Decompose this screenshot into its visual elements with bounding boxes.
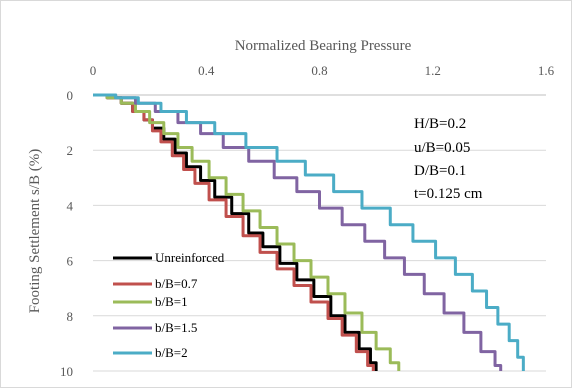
series-line-4 — [93, 93, 525, 371]
legend-label-unreinforced: Unreinforced — [155, 250, 225, 265]
legend-label-b-b-1-5: b/B=1.5 — [155, 320, 197, 335]
y-tick-label: 8 — [67, 309, 74, 324]
x-tick-label: 0 — [90, 63, 97, 78]
x-tick-label: 1.2 — [425, 63, 441, 78]
x-tick-label: 0.8 — [311, 63, 327, 78]
y-tick-label: 10 — [60, 364, 73, 379]
tick-layer: 0 0.4 0.8 1.2 1.6 0 2 4 6 8 10 — [60, 63, 555, 379]
y-tick-label: 2 — [67, 143, 74, 158]
legend-label-b-b-2: b/B=2 — [155, 345, 188, 360]
series-layer — [93, 93, 525, 371]
x-tick-label: 0.4 — [198, 63, 215, 78]
annotation-u-b: u/B=0.05 — [414, 140, 470, 156]
annotation-t: t=0.125 cm — [414, 186, 483, 202]
x-tick-label: 1.6 — [538, 63, 555, 78]
legend-label-b-b-0-7: b/B=0.7 — [155, 276, 198, 291]
y-axis-title: Footing Settlement s/B (%) — [27, 149, 43, 314]
legend-label-b-b-1: b/B=1 — [155, 294, 188, 309]
annotation-block: H/B=0.2 u/B=0.05 D/B=0.1 t=0.125 cm — [414, 116, 483, 202]
legend: Unreinforced b/B=0.7 b/B=1 b/B=1.5 b/B=2 — [113, 250, 225, 360]
y-tick-label: 6 — [67, 254, 74, 269]
annotation-h-b: H/B=0.2 — [414, 116, 466, 132]
x-axis-title: Normalized Bearing Pressure — [235, 38, 412, 54]
series-line-0 — [93, 93, 378, 371]
annotation-d-b: D/B=0.1 — [414, 163, 466, 179]
series-line-2 — [93, 93, 401, 371]
series-line-1 — [93, 93, 375, 371]
y-tick-label: 4 — [67, 198, 74, 213]
y-tick-label: 0 — [67, 88, 74, 103]
